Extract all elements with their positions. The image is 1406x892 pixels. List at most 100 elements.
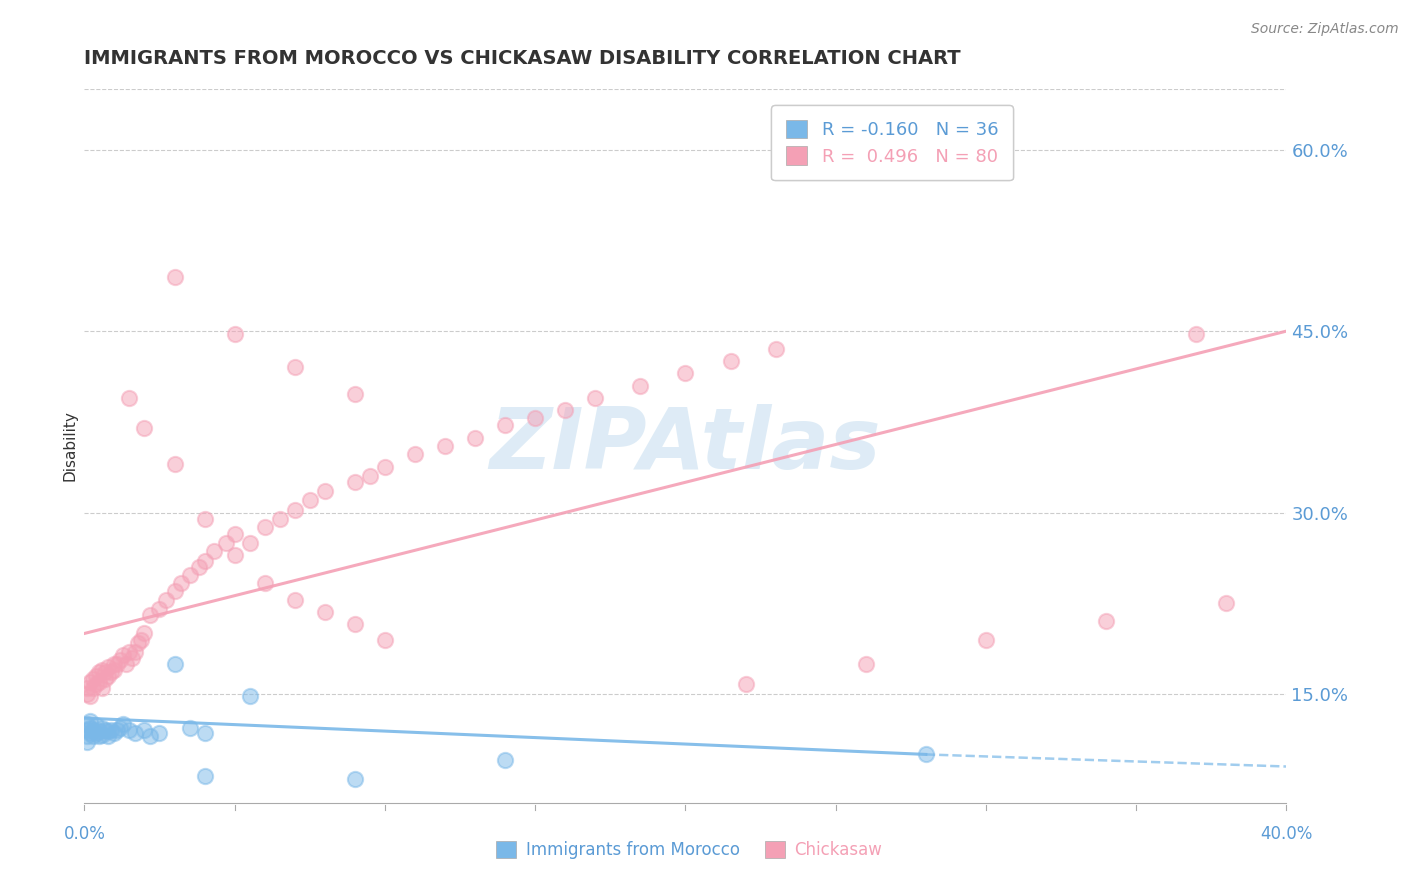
Point <box>134 723 156 738</box>
Point <box>100 723 122 738</box>
Point <box>91 728 114 742</box>
Point <box>554 402 576 417</box>
Point <box>194 769 217 783</box>
Point <box>76 687 98 701</box>
Point <box>103 725 125 739</box>
Point <box>1185 326 1208 341</box>
Point <box>855 657 877 671</box>
Point <box>91 681 114 695</box>
Text: ZIPAtlas: ZIPAtlas <box>489 404 882 488</box>
Point <box>434 439 457 453</box>
Point <box>343 616 366 631</box>
Point <box>94 665 117 680</box>
Point <box>974 632 997 647</box>
Point <box>89 729 111 743</box>
Point <box>107 723 129 738</box>
Point <box>134 421 156 435</box>
Point <box>269 511 291 525</box>
Point <box>124 725 146 739</box>
Point <box>524 411 547 425</box>
Point <box>179 568 201 582</box>
Legend: R = -0.160   N = 36, R =  0.496   N = 80: R = -0.160 N = 36, R = 0.496 N = 80 <box>772 105 1012 180</box>
Point <box>127 636 149 650</box>
Point <box>110 653 132 667</box>
Point <box>97 660 120 674</box>
Point <box>194 554 217 568</box>
Point <box>494 418 516 433</box>
Point <box>100 665 122 680</box>
Point <box>82 673 104 687</box>
Point <box>179 721 201 735</box>
Point <box>86 677 108 691</box>
Point <box>76 735 98 749</box>
Point <box>253 575 276 590</box>
Point <box>79 674 101 689</box>
Point <box>112 648 135 663</box>
Point <box>97 729 120 743</box>
Point <box>131 632 153 647</box>
Point <box>79 725 101 739</box>
Text: IMMIGRANTS FROM MOROCCO VS CHICKASAW DISABILITY CORRELATION CHART: IMMIGRANTS FROM MOROCCO VS CHICKASAW DIS… <box>84 49 960 68</box>
Point <box>214 535 236 549</box>
Point <box>163 269 186 284</box>
Point <box>107 657 129 671</box>
Point <box>359 469 381 483</box>
Point <box>284 360 307 375</box>
Point <box>239 535 262 549</box>
Point <box>163 657 186 671</box>
Point <box>110 721 132 735</box>
Point <box>374 459 396 474</box>
Point <box>94 673 117 687</box>
Point <box>89 724 111 739</box>
Point <box>118 723 141 738</box>
Point <box>1095 615 1118 629</box>
Point <box>118 645 141 659</box>
Point <box>89 674 111 689</box>
Point <box>239 690 262 704</box>
Point <box>118 391 141 405</box>
Point <box>82 723 104 738</box>
Point <box>675 367 697 381</box>
Point <box>298 493 321 508</box>
Point <box>91 721 114 735</box>
Point <box>343 475 366 490</box>
Point <box>76 717 98 731</box>
Point <box>187 560 209 574</box>
Point <box>224 527 246 541</box>
Y-axis label: Disability: Disability <box>62 410 77 482</box>
Point <box>79 714 101 728</box>
Point <box>91 663 114 677</box>
Point <box>76 729 98 743</box>
Point <box>194 511 217 525</box>
Point <box>202 544 225 558</box>
Point <box>148 725 170 739</box>
Point <box>82 729 104 743</box>
Point <box>79 690 101 704</box>
Point <box>115 657 138 671</box>
Point <box>628 378 651 392</box>
Point <box>1215 596 1237 610</box>
Point <box>155 592 177 607</box>
Point <box>86 725 108 739</box>
Point <box>314 483 336 498</box>
Point <box>112 717 135 731</box>
Point <box>148 602 170 616</box>
Point <box>134 626 156 640</box>
Point <box>94 723 117 738</box>
Point <box>374 632 396 647</box>
Point <box>139 729 162 743</box>
Point <box>169 575 191 590</box>
Point <box>86 718 108 732</box>
Point <box>89 665 111 680</box>
Point <box>124 645 146 659</box>
Text: 40.0%: 40.0% <box>1260 825 1313 843</box>
Point <box>464 431 486 445</box>
Point <box>224 548 246 562</box>
Point <box>103 657 125 671</box>
Point <box>103 663 125 677</box>
Point <box>82 681 104 695</box>
Point <box>343 772 366 786</box>
Point <box>79 721 101 735</box>
Point <box>583 391 606 405</box>
Legend: Immigrants from Morocco, Chickasaw: Immigrants from Morocco, Chickasaw <box>486 833 891 868</box>
